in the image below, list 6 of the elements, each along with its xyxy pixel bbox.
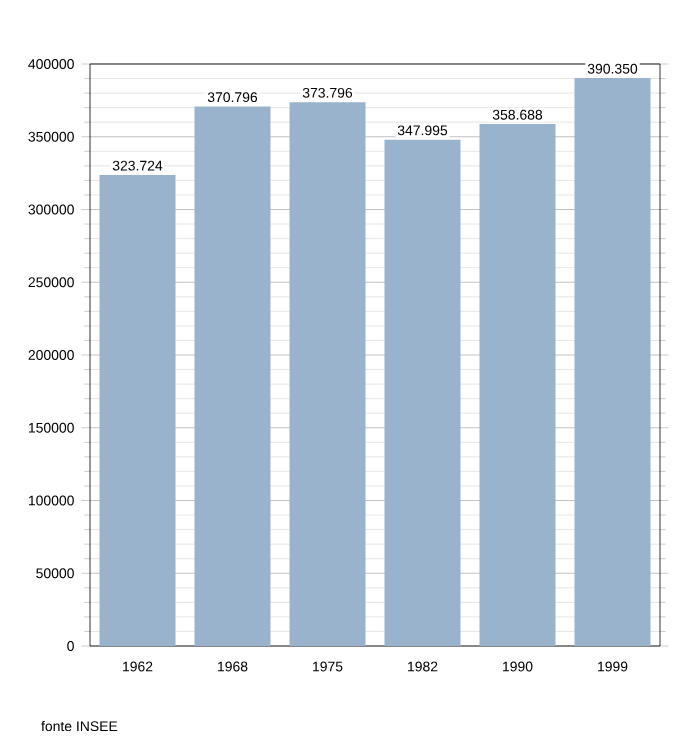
bar — [479, 124, 556, 646]
bar — [384, 139, 461, 646]
bar — [194, 106, 271, 646]
bar — [99, 174, 176, 646]
bar — [574, 78, 651, 646]
bar — [289, 102, 366, 646]
